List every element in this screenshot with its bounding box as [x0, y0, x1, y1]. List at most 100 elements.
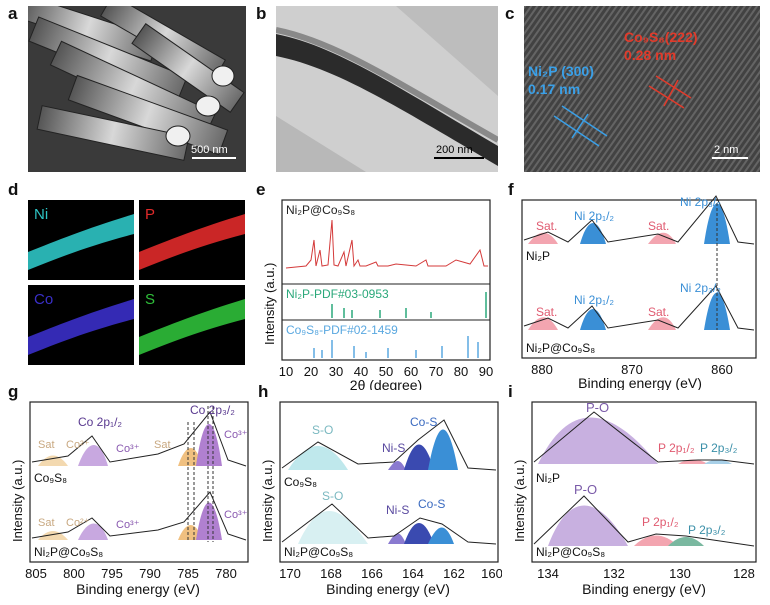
co-sat-1: Sat: [38, 439, 55, 451]
ni-2p12-1: Ni 2p₁/₂: [574, 209, 614, 223]
xrd-frame: [281, 199, 491, 361]
xrd-x-ticks: 10 20 30 40 50 60 70 80 90: [279, 364, 493, 379]
p-2p12-1: P 2p₁/₂: [658, 441, 695, 455]
xrd-tick: 70: [429, 364, 443, 379]
p-tick: 130: [669, 566, 691, 581]
xrd-tick: 90: [479, 364, 493, 379]
xrd-chart: Ni₂P@Co₉S₈ Ni₂P-PDF#03-0953 Co₉S₈-PDF#02…: [262, 199, 493, 390]
co-tick: 800: [63, 566, 85, 581]
s-ylabel: Intensity (a.u.): [260, 460, 275, 542]
co-sample-1: Co₉S₈: [34, 471, 67, 485]
xrd-co9s8-sticks: [313, 336, 479, 358]
p-xlabel: Binding energy (eV): [582, 581, 706, 597]
s-x-ticks: 170 168 166 164 162 160: [279, 566, 502, 581]
co-tick: 795: [101, 566, 123, 581]
s-nis-1: Ni-S: [382, 441, 405, 455]
xrd-sample-title: Ni₂P@Co₉S₈: [286, 203, 355, 217]
ni-2p32-1: Ni 2p₃/₂: [680, 195, 721, 209]
xrd-ref-co9s8: Co₉S₈-PDF#02-1459: [286, 323, 398, 337]
co-co3-2: Co³⁺: [224, 429, 248, 441]
hrtem-image: Ni₂P (300) 0.17 nm Co₉S₈(222) 0.28 nm 2 …: [524, 6, 760, 172]
co2p-bottom-spectrum: [31, 491, 247, 541]
xrd-tick: 50: [379, 364, 393, 379]
xps-ni2p-chart: Sat. Ni 2p₁/₂ Sat. Ni 2p₃/₂ Ni₂P Sat. Ni…: [521, 195, 757, 390]
s-tick: 162: [443, 566, 465, 581]
co-co3-3: Co³⁺: [116, 519, 140, 531]
p-frame: [531, 401, 757, 563]
p-2p32-2: P 2p₃/₂: [688, 523, 726, 537]
xrd-ni2p-sticks: [331, 292, 487, 318]
co-co3-4: Co³⁺: [224, 509, 248, 521]
panel-i-label: i: [508, 382, 513, 401]
scale-bar-a: 500 nm: [191, 144, 228, 156]
eds-p-label: P: [145, 206, 156, 223]
xps-s2p-chart: S-O Ni-S Co-S Co₉S₈ S-O Ni-S Co-S Ni₂P@C…: [260, 401, 502, 597]
s-cos-2: Co-S: [418, 497, 445, 511]
s-tick: 170: [279, 566, 301, 581]
ni-xlabel: Binding energy (eV): [578, 375, 702, 390]
eds-s-label: S: [145, 291, 156, 308]
sem-image: 500 nm: [28, 6, 246, 172]
eds-co-map: Co: [28, 285, 134, 365]
co-co3-1: Co³⁺: [116, 443, 140, 455]
ni-map-band: [28, 214, 134, 270]
s-tick: 166: [361, 566, 383, 581]
p-sample-1: Ni₂P: [536, 471, 560, 485]
xrd-tick: 30: [329, 364, 343, 379]
panel-c-label: c: [505, 4, 515, 23]
p-sample-2: Ni₂P@Co₉S₈: [536, 545, 605, 559]
sem-nanorods: [28, 6, 246, 172]
hrtem-ni2p-annotation: Ni₂P (300) 0.17 nm: [528, 62, 594, 98]
xrd-pattern-line: [285, 219, 488, 269]
xrd-tick: 10: [279, 364, 293, 379]
s-tick: 164: [402, 566, 424, 581]
co9s8-spacing: 0.28 nm: [624, 47, 677, 63]
co-tick: 790: [139, 566, 161, 581]
panel-h-label: h: [258, 382, 269, 401]
s2p-top-spectrum: [281, 419, 497, 471]
hrtem-lattice: [524, 6, 760, 172]
xps-co2p-chart: Co 2p₁/₂ Co 2p₃/₂ Sat Co²⁺ Co³⁺ Sat Co³⁺…: [10, 401, 249, 597]
xrd-ref-ni2p: Ni₂P-PDF#03-0953: [286, 287, 389, 301]
panel-f-label: f: [508, 180, 514, 199]
hrtem-co9s8-annotation: Co₉S₈(222) 0.28 nm: [624, 28, 698, 64]
xrd-tick: 20: [304, 364, 318, 379]
p-x-ticks: 134 132 130 128: [537, 566, 755, 581]
xrd-tick: 40: [354, 364, 368, 379]
co-2p32-label: Co 2p₃/₂: [190, 403, 235, 417]
co9s8-plane: Co₉S₈(222): [624, 29, 698, 45]
co-sat-3: Sat: [38, 517, 55, 529]
co-2p12-label: Co 2p₁/₂: [78, 415, 122, 429]
s-so-2: S-O: [322, 489, 343, 503]
eds-ni-map: Ni: [28, 200, 134, 280]
eds-p-map: P: [139, 200, 245, 280]
ni-x-ticks: 880 870 860: [531, 362, 733, 377]
panel-a-label: a: [8, 4, 18, 23]
co-xlabel: Binding energy (eV): [76, 581, 200, 597]
tem-nanorod: [276, 6, 498, 172]
s-tick: 160: [481, 566, 502, 581]
ni-tick: 870: [621, 362, 643, 377]
eds-ni-label: Ni: [34, 206, 49, 223]
co-tick: 785: [177, 566, 199, 581]
co-co2-1: Co²⁺: [66, 439, 90, 451]
co-frame: [29, 401, 249, 563]
co-ylabel: Intensity (a.u.): [10, 460, 25, 542]
scale-bar-b: 200 nm: [436, 144, 473, 156]
xrd-tick: 60: [404, 364, 418, 379]
co-x-ticks: 805 800 795 790 785 780: [25, 566, 237, 581]
xrd-xlabel: 2θ (degree): [350, 377, 422, 390]
ni2p-spacing: 0.17 nm: [528, 81, 581, 97]
p-2p12-2: P 2p₁/₂: [642, 515, 679, 529]
p2p-bottom-spectrum: [533, 495, 755, 547]
co-co2-2: Co²⁺: [66, 517, 90, 529]
panel-e-label: e: [256, 180, 266, 199]
p-map-band: [139, 214, 245, 270]
co-tick: 780: [215, 566, 237, 581]
p-2p32-1: P 2p₃/₂: [700, 441, 738, 455]
s-frame: [279, 401, 499, 563]
co-map-band: [28, 299, 134, 355]
p-po-1: P-O: [586, 400, 609, 415]
p-tick: 128: [733, 566, 755, 581]
s-cos-1: Co-S: [410, 415, 437, 429]
